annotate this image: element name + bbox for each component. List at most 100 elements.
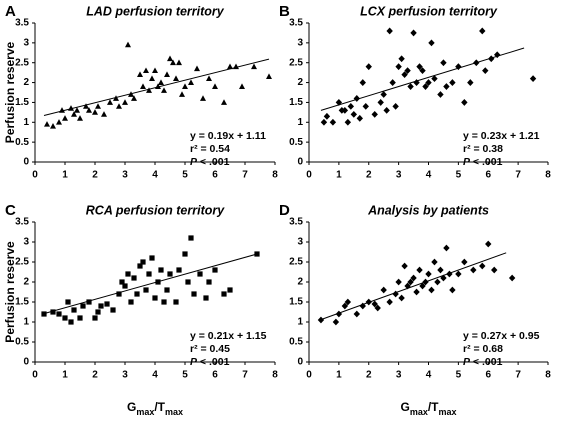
x-tick-label: 1 (62, 370, 68, 381)
point (179, 91, 185, 97)
x-tick-label: 2 (366, 370, 372, 381)
point (371, 110, 378, 118)
point (404, 67, 411, 75)
point (416, 63, 423, 71)
x-tick-label: 6 (212, 170, 218, 181)
point (41, 311, 47, 317)
x-tick-label: 7 (515, 170, 521, 181)
point (431, 75, 438, 82)
point (86, 107, 92, 113)
point (389, 79, 396, 86)
p-symbol: P (463, 156, 471, 168)
panel-title: LCX perfusion territory (360, 4, 498, 18)
point (119, 279, 125, 285)
point (461, 258, 468, 266)
point (185, 279, 191, 285)
point (107, 99, 113, 105)
point (455, 63, 462, 71)
panel-title: Analysis by patients (367, 203, 489, 217)
p-value: P < .001 (190, 156, 230, 168)
point (221, 291, 227, 297)
point (83, 103, 89, 109)
point (413, 288, 420, 296)
point (470, 266, 477, 274)
point (152, 67, 158, 74)
point (395, 278, 402, 286)
y-tick-label: 0 (297, 357, 303, 368)
p-text: < .001 (470, 156, 503, 168)
point (365, 63, 372, 71)
point (62, 315, 68, 321)
x-axis-label-part: max (439, 407, 457, 417)
x-axis-label-part: max (165, 407, 183, 417)
x-axis-label-part: max (410, 407, 428, 417)
point (104, 301, 110, 307)
point (155, 279, 161, 285)
point (266, 73, 272, 80)
x-axis-label: Gmax/Tmax (400, 400, 456, 417)
y-tick-label: 1 (297, 317, 303, 328)
point (431, 258, 438, 266)
x-tick-label: 5 (456, 370, 462, 381)
point (508, 274, 516, 282)
y-tick-label: 1.5 (289, 297, 303, 308)
point (341, 106, 349, 114)
point (164, 71, 170, 78)
point (80, 303, 86, 309)
point (206, 75, 212, 81)
x-tick-label: 3 (122, 370, 128, 381)
point (92, 109, 98, 115)
point (392, 290, 399, 298)
point (380, 286, 387, 294)
x-tick-label: 2 (366, 170, 372, 181)
y-tick-label: 3 (297, 37, 303, 48)
x-tick-label: 6 (485, 370, 491, 381)
y-tick-label: 0.5 (15, 337, 29, 348)
point (479, 27, 486, 35)
x-tick-label: 7 (242, 170, 248, 181)
point (182, 251, 188, 257)
point (188, 235, 194, 241)
point (167, 55, 173, 62)
point (143, 67, 149, 74)
r-squared: r² = 0.45 (190, 343, 230, 355)
point (65, 299, 71, 305)
point (134, 291, 140, 297)
x-tick-label: 3 (396, 170, 402, 181)
equation: y = 0.23x + 1.21 (463, 130, 540, 142)
p-symbol: P (190, 156, 198, 168)
p-symbol: P (190, 356, 198, 368)
y-tick-label: 2 (23, 277, 29, 288)
point (437, 91, 444, 98)
panel-title: LAD perfusion territory (86, 4, 225, 18)
x-axis-label: Gmax/Tmax (127, 400, 183, 417)
point (140, 83, 146, 89)
point (137, 263, 143, 269)
point (485, 240, 492, 248)
point (233, 63, 239, 70)
point (86, 299, 92, 305)
point (443, 83, 450, 90)
point (437, 266, 444, 274)
point (149, 75, 155, 81)
equation: y = 0.27x + 0.95 (463, 330, 540, 342)
point (176, 59, 182, 66)
point (482, 67, 489, 75)
point (419, 282, 426, 290)
point (56, 119, 62, 125)
point (50, 309, 56, 315)
panel: 0 0.5 1 1.5 2 2.5 3 3.5 0 1 2 3 4 5 6 7 8 D Analysis by pa… (279, 202, 551, 417)
point (182, 83, 188, 89)
point (404, 282, 411, 290)
y-tick-label: 1 (23, 117, 29, 128)
y-tick-label: 1 (23, 317, 29, 328)
point (491, 266, 498, 274)
x-tick-label: 3 (122, 170, 128, 181)
y-tick-label: 1.5 (15, 297, 29, 308)
x-axis-label-part: /T (154, 400, 165, 414)
x-tick-label: 1 (62, 170, 68, 181)
point (461, 99, 468, 106)
point (128, 299, 134, 305)
point (410, 274, 417, 282)
point (425, 79, 432, 86)
